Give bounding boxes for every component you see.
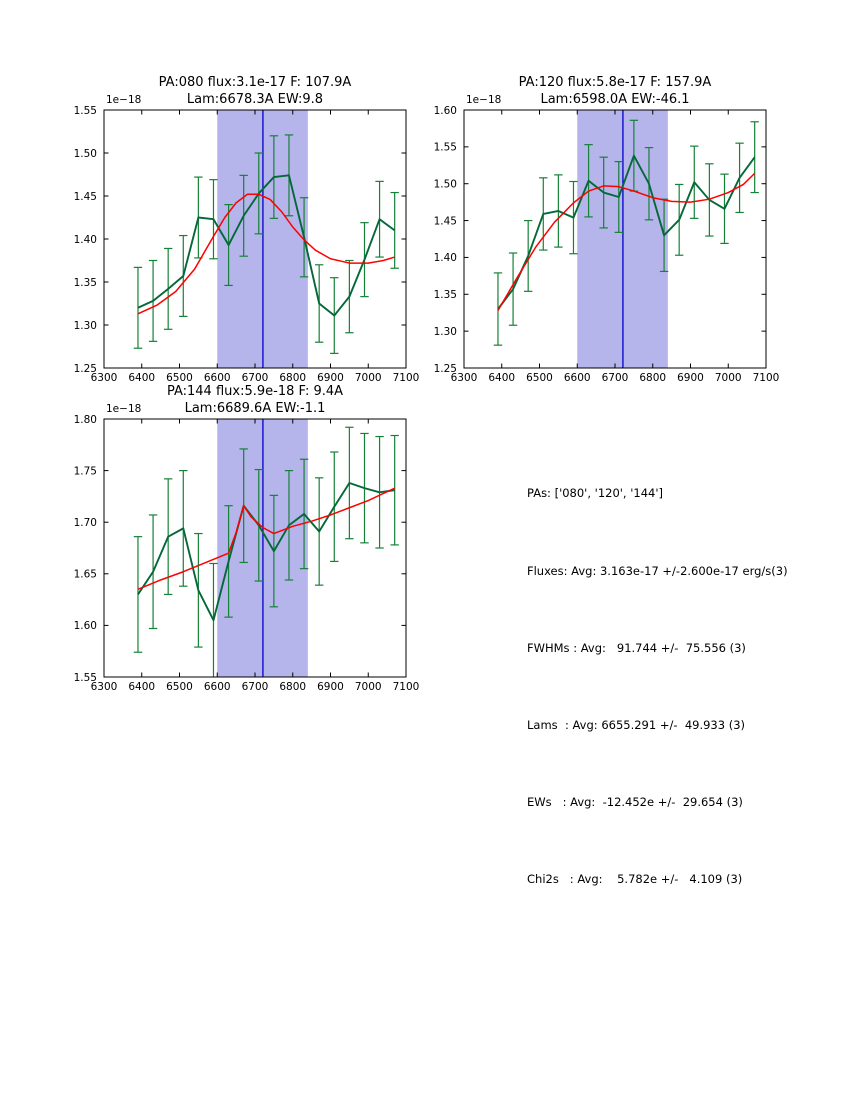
y-tick-label: 1.45: [434, 215, 457, 227]
x-tick-label: 7100: [393, 372, 420, 384]
y-tick-label: 1.30: [74, 320, 97, 332]
x-tick-label: 6400: [488, 372, 515, 384]
subplot-title-line1: PA:120 flux:5.8e-17 F: 157.9A: [519, 75, 712, 90]
subplot-title-line2: Lam:6689.6A EW:-1.1: [185, 401, 326, 416]
spectra-figure: 6300 6400 6500 6600 6700 6800 6900 7000 7100 1.25…: [74, 75, 780, 693]
tick-labels: 6300 6400 6500 6600 6700 6800 6900 7000 7100 1.55…: [74, 414, 420, 693]
stats-line-ews: EWs : Avg: -12.452e +/- 29.654 (3): [527, 794, 743, 809]
y-tick-label: 1.65: [74, 569, 97, 581]
x-tick-label: 6800: [279, 681, 306, 693]
x-tick-label: 6600: [204, 681, 231, 693]
subplot-pa120: 6300 6400 6500 6600 6700 6800 6900 7000 7100 1.25…: [434, 75, 780, 384]
x-tick-label: 6700: [602, 372, 629, 384]
x-tick-label: 7100: [393, 681, 420, 693]
y-tick-label: 1.35: [74, 277, 97, 289]
y-tick-label: 1.55: [434, 142, 457, 154]
stats-line-chi2s: Chi2s : Avg: 5.782e +/- 4.109 (3): [527, 871, 743, 886]
stats-line-fluxes: Fluxes: Avg: 3.163e-17 +/-2.600e-17 erg/…: [527, 563, 788, 578]
subplot-title-line2: Lam:6678.3A EW:9.8: [187, 92, 323, 107]
tick-labels: 6300 6400 6500 6600 6700 6800 6900 7000 7100 1.25…: [74, 105, 420, 384]
gaussian-fit-line: [137, 487, 395, 590]
y-tick-label: 1.40: [434, 252, 457, 264]
y-axis-offset-label: 1e−18: [106, 403, 141, 415]
y-tick-label: 1.75: [74, 465, 97, 477]
stats-block: PAs: ['080', '120', '144'] Fluxes: Avg: …: [527, 430, 788, 944]
gaussian-fit-line: [137, 193, 395, 315]
x-tick-label: 6500: [166, 681, 193, 693]
x-tick-label: 6600: [564, 372, 591, 384]
x-tick-label: 6400: [128, 681, 155, 693]
y-tick-label: 1.50: [74, 148, 97, 160]
y-tick-label: 1.60: [74, 620, 97, 632]
y-tick-label: 1.25: [74, 363, 97, 375]
x-tick-label: 7000: [715, 372, 742, 384]
tick-marks: [103, 109, 407, 369]
x-tick-label: 7000: [355, 372, 382, 384]
spectrum-data-line: [497, 154, 756, 310]
y-axis-offset-label: 1e−18: [466, 94, 501, 106]
subplot-title-line2: Lam:6598.0A EW:-46.1: [540, 92, 689, 107]
x-tick-label: 6700: [242, 372, 269, 384]
x-tick-label: 6800: [639, 372, 666, 384]
x-tick-label: 6700: [242, 681, 269, 693]
subplot-pa144: 6300 6400 6500 6600 6700 6800 6900 7000 7100 1.55…: [74, 384, 420, 693]
x-tick-label: 6900: [317, 681, 344, 693]
x-tick-label: 6300: [91, 372, 118, 384]
tick-marks: [463, 109, 767, 369]
stats-line-fwhms: FWHMs : Avg: 91.744 +/- 75.556 (3): [527, 640, 746, 655]
y-tick-label: 1.45: [74, 191, 97, 203]
x-tick-label: 6300: [91, 681, 118, 693]
x-tick-label: 7000: [355, 681, 382, 693]
x-tick-label: 6900: [317, 372, 344, 384]
subplot-pa080: 6300 6400 6500 6600 6700 6800 6900 7000 7100 1.25…: [74, 75, 420, 384]
y-tick-label: 1.55: [74, 105, 97, 117]
spectrum-data-line: [137, 482, 395, 622]
y-tick-label: 1.60: [434, 105, 457, 117]
gaussian-fit-line: [497, 172, 756, 311]
y-tick-label: 1.25: [434, 363, 457, 375]
y-tick-label: 1.70: [74, 517, 97, 529]
x-tick-label: 6500: [526, 372, 553, 384]
y-tick-label: 1.30: [434, 326, 457, 338]
y-tick-label: 1.55: [74, 672, 97, 684]
y-tick-label: 1.35: [434, 289, 457, 301]
x-tick-label: 7100: [753, 372, 780, 384]
y-tick-label: 1.40: [74, 234, 97, 246]
x-tick-label: 6600: [204, 372, 231, 384]
tick-labels: 6300 6400 6500 6600 6700 6800 6900 7000 7100 1.25…: [434, 105, 780, 384]
subplot-title-line1: PA:080 flux:3.1e-17 F: 107.9A: [159, 75, 352, 90]
y-tick-label: 1.80: [74, 414, 97, 426]
subplot-title-line1: PA:144 flux:5.9e-18 F: 9.4A: [167, 384, 343, 399]
x-tick-label: 6400: [128, 372, 155, 384]
x-tick-label: 6900: [677, 372, 704, 384]
y-tick-label: 1.50: [434, 179, 457, 191]
x-tick-label: 6500: [166, 372, 193, 384]
stats-line-pas: PAs: ['080', '120', '144']: [527, 486, 664, 501]
x-tick-label: 6300: [451, 372, 478, 384]
spectrum-data-line: [137, 174, 396, 317]
stats-line-lams: Lams : Avg: 6655.291 +/- 49.933 (3): [527, 717, 746, 732]
tick-marks: [103, 418, 407, 678]
x-tick-label: 6800: [279, 372, 306, 384]
y-axis-offset-label: 1e−18: [106, 94, 141, 106]
